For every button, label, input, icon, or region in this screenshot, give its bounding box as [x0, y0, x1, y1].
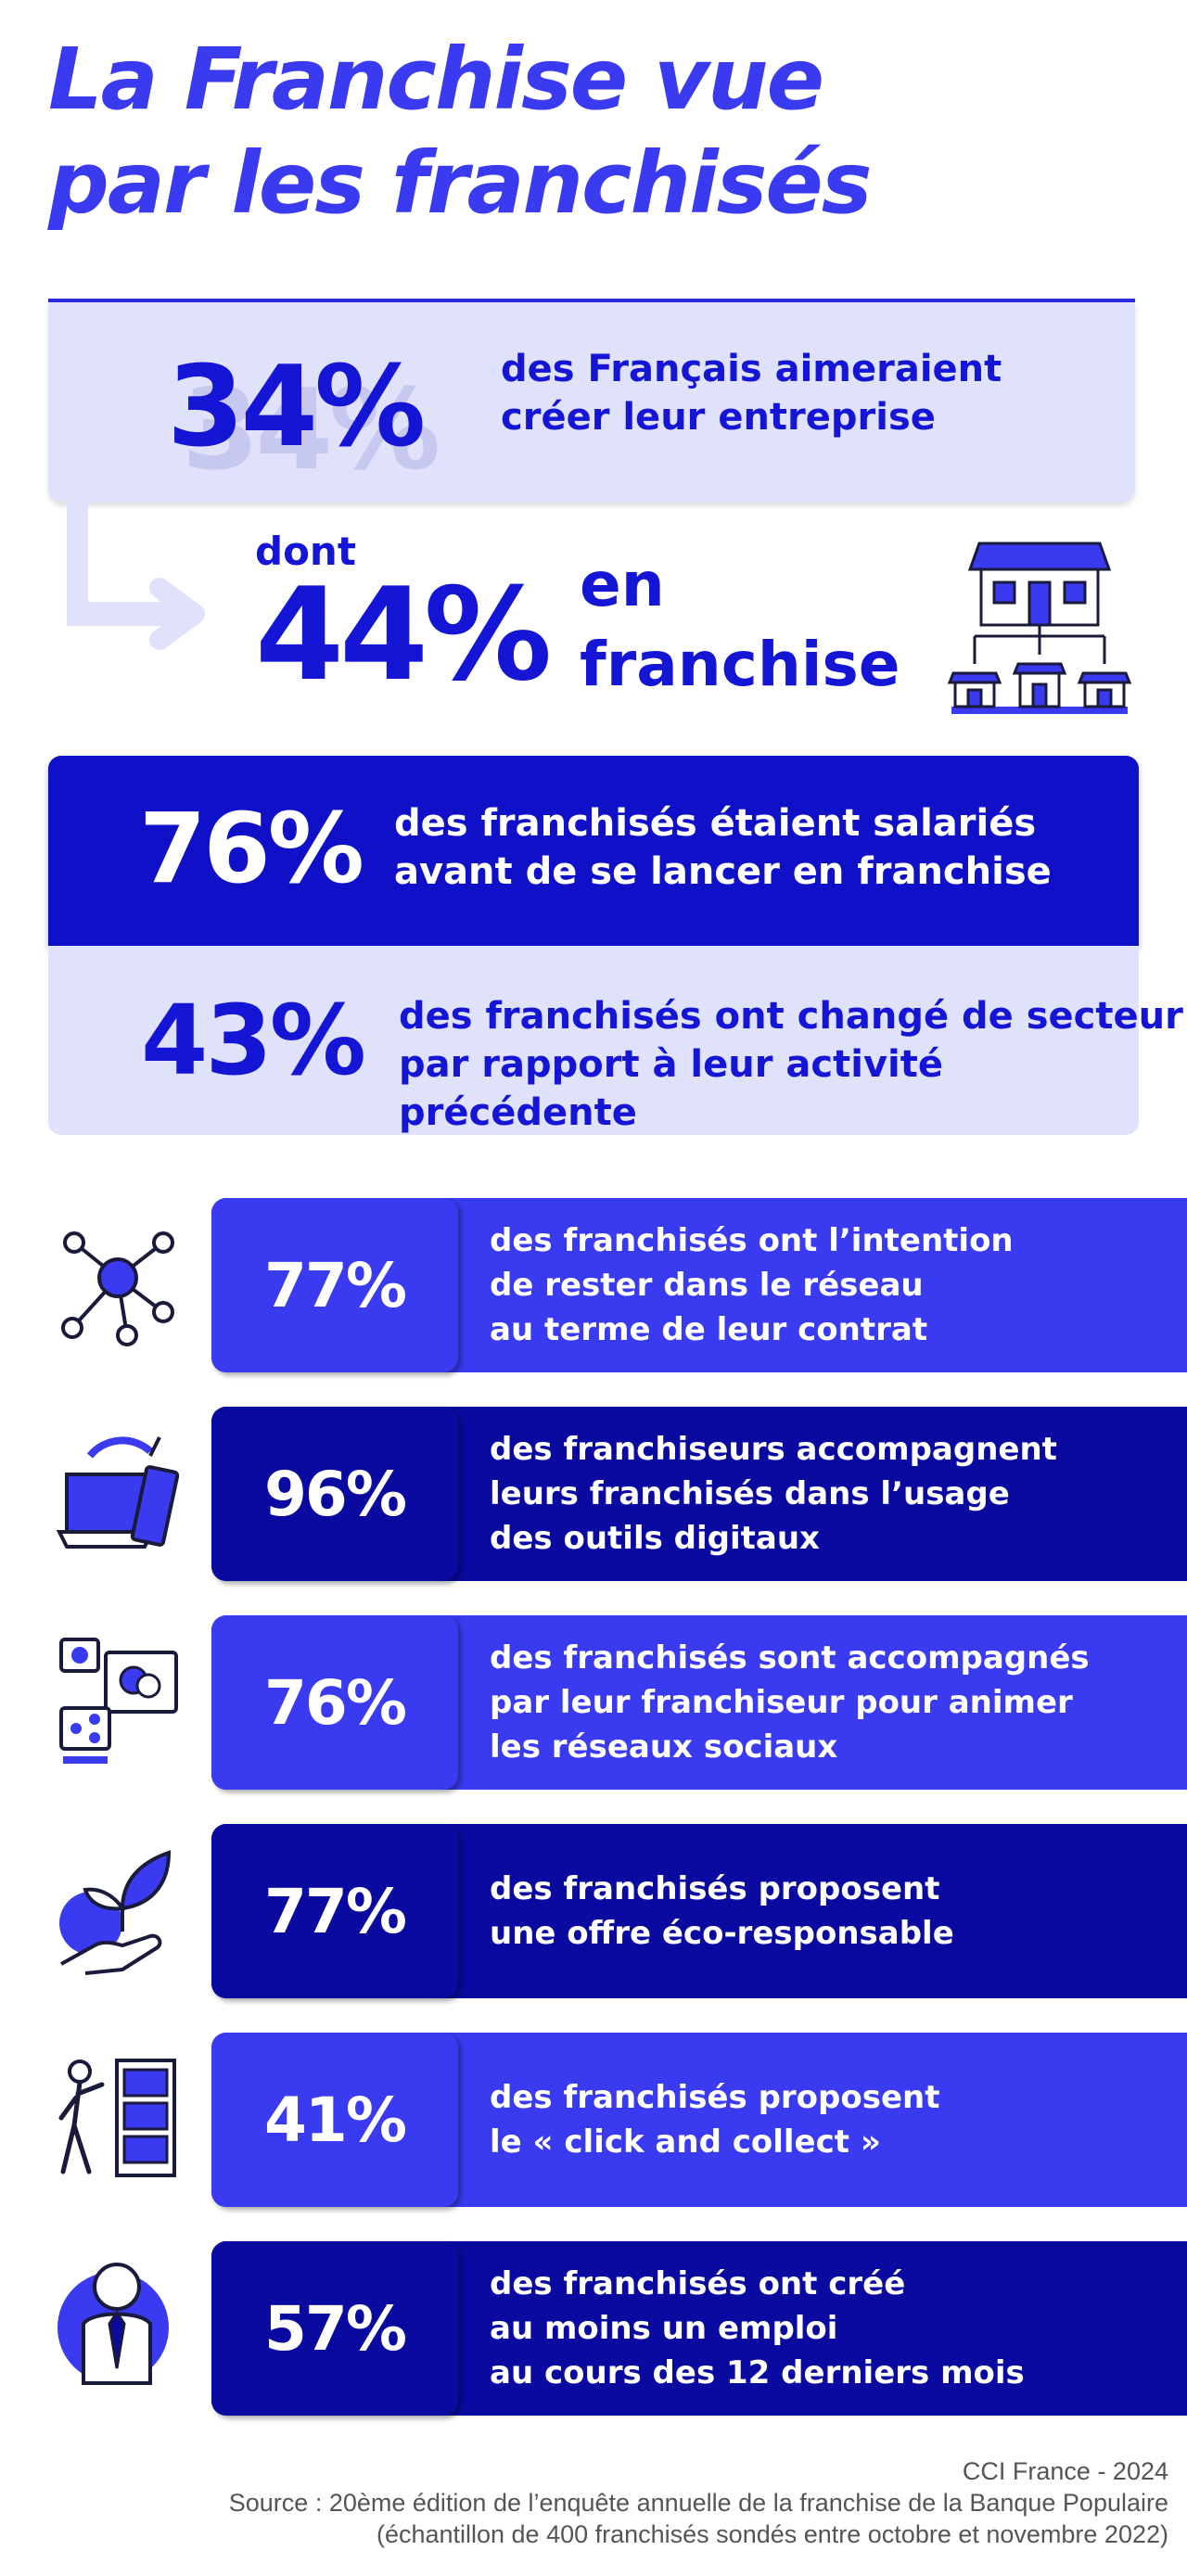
- stat-row-3-line-3: les réseaux sociaux: [490, 1728, 838, 1766]
- stat-row-1-line-2: de rester dans le réseau: [490, 1267, 924, 1304]
- stat-row-3-line-2: par leur franchiseur pour animer: [490, 1684, 1073, 1721]
- title-line-2: par les franchisés: [48, 134, 873, 233]
- stat-row-3-value-card: 76%: [211, 1615, 458, 1790]
- click-collect-icon: [58, 2059, 176, 2177]
- stat-34-text-line-1: des Français aimeraient: [501, 348, 1002, 390]
- stat-row-3-value: 76%: [264, 1666, 407, 1739]
- stat-row-2-value: 96%: [264, 1458, 407, 1530]
- stat-row-1-text: des franchisés ont l’intention de rester…: [490, 1198, 1157, 1372]
- stat-44-text-line-1: en: [580, 549, 665, 620]
- stat-row-6: 57% des franchisés ont créé au moins un …: [211, 2241, 1187, 2416]
- stat-76-panel: [48, 756, 1139, 946]
- stat-43-value: 43%: [141, 984, 366, 1097]
- stat-34-value: 34%: [167, 343, 426, 472]
- stat-row-6-line-3: au cours des 12 derniers mois: [490, 2354, 1025, 2391]
- stat-row-3-line-1: des franchisés sont accompagnés: [490, 1639, 1090, 1677]
- stat-row-2-line-1: des franchiseurs accompagnent: [490, 1431, 1057, 1468]
- stat-43-text-line-1: des franchisés ont changé de secteur: [399, 995, 1183, 1038]
- stat-row-2-text: des franchiseurs accompagnent leurs fran…: [490, 1407, 1157, 1581]
- stat-row-4-value: 77%: [264, 1875, 407, 1947]
- stat-row-1: 77% des franchisés ont l’intention de re…: [211, 1198, 1187, 1372]
- source-footer: CCI France - 2024 Source : 20ème édition…: [229, 2455, 1168, 2550]
- eco-leaf-hand-icon: [59, 1850, 172, 1975]
- stat-row-1-line-1: des franchisés ont l’intention: [490, 1222, 1014, 1259]
- stat-row-3-text: des franchisés sont accompagnés par leur…: [490, 1615, 1157, 1790]
- stat-row-1-value: 77%: [264, 1249, 407, 1321]
- stat-44-prefix: dont: [255, 529, 356, 574]
- stat-43-text: des franchisés ont changé de secteur par…: [399, 992, 1187, 1137]
- source-line: Source : 20ème édition de l’enquête annu…: [228, 2489, 1168, 2517]
- stat-row-1-value-card: 77%: [211, 1198, 458, 1372]
- stat-row-5-line-1: des franchisés proposent: [490, 2079, 940, 2116]
- network-icon: [61, 1231, 174, 1346]
- source-sample: (échantillon de 400 franchisés sondés en…: [376, 2520, 1168, 2548]
- social-media-icon: [59, 1638, 178, 1764]
- stat-row-5-text: des franchisés proposent le « click and …: [490, 2033, 1157, 2207]
- stat-34-panel: [48, 302, 1135, 503]
- stat-row-5-line-2: le « click and collect »: [490, 2123, 881, 2161]
- stat-44-text-line-2: franchise: [580, 629, 900, 700]
- stat-34-text-line-2: créer leur entreprise: [501, 396, 936, 439]
- title-line-1: La Franchise vue: [48, 30, 824, 129]
- stat-76-text: des franchisés étaient salariés avant de…: [394, 799, 1052, 896]
- stat-row-6-line-2: au moins un emploi: [490, 2310, 838, 2347]
- stat-row-6-value-card: 57%: [211, 2241, 458, 2416]
- stat-34-text: des Français aimeraient créer leur entre…: [501, 345, 1076, 441]
- stat-43-panel: [48, 946, 1139, 1135]
- stat-row-2-line-3: des outils digitaux: [490, 1520, 820, 1557]
- stat-row-4: 77% des franchisés proposent une offre é…: [211, 1824, 1187, 1998]
- stat-row-2-line-2: leurs franchisés dans l’usage: [490, 1475, 1010, 1512]
- stat-44-text: en franchise: [580, 545, 900, 705]
- stat-34-shadow: 34%: [182, 366, 440, 495]
- devices-icon: [56, 1436, 180, 1549]
- stat-row-5-value: 41%: [264, 2084, 407, 2156]
- stat-row-4-line-1: des franchisés proposent: [490, 1870, 940, 1907]
- stat-row-5-value-card: 41%: [211, 2033, 458, 2207]
- stat-43-text-line-2: par rapport à leur activité précédente: [399, 1043, 943, 1134]
- stat-row-1-line-3: au terme de leur contrat: [490, 1311, 928, 1348]
- stat-76-text-line-1: des franchisés étaient salariés: [394, 802, 1037, 845]
- stat-row-4-text: des franchisés proposent une offre éco-r…: [490, 1824, 1157, 1998]
- stat-row-2-value-card: 96%: [211, 1407, 458, 1581]
- stat-row-2: 96% des franchiseurs accompagnent leurs …: [211, 1407, 1187, 1581]
- arrow-down-right-icon: [67, 503, 205, 650]
- employee-icon: [57, 2263, 169, 2385]
- stat-row-6-value: 57%: [264, 2292, 407, 2365]
- stat-76-text-line-2: avant de se lancer en franchise: [394, 850, 1052, 893]
- franchise-houses-icon: [947, 542, 1132, 714]
- page-title: La Franchise vue par les franchisés: [48, 28, 1068, 236]
- stat-row-6-line-1: des franchisés ont créé: [490, 2265, 906, 2302]
- stat-row-5: 41% des franchisés proposent le « click …: [211, 2033, 1187, 2207]
- stat-76-value: 76%: [139, 792, 364, 905]
- source-credit: CCI France - 2024: [962, 2457, 1168, 2485]
- stat-row-6-text: des franchisés ont créé au moins un empl…: [490, 2241, 1157, 2416]
- stat-row-3: 76% des franchisés sont accompagnés par …: [211, 1615, 1187, 1790]
- top-divider: [48, 299, 1135, 302]
- stat-44-value: 44%: [255, 560, 552, 709]
- stat-row-4-value-card: 77%: [211, 1824, 458, 1998]
- stat-row-4-line-2: une offre éco-responsable: [490, 1915, 954, 1952]
